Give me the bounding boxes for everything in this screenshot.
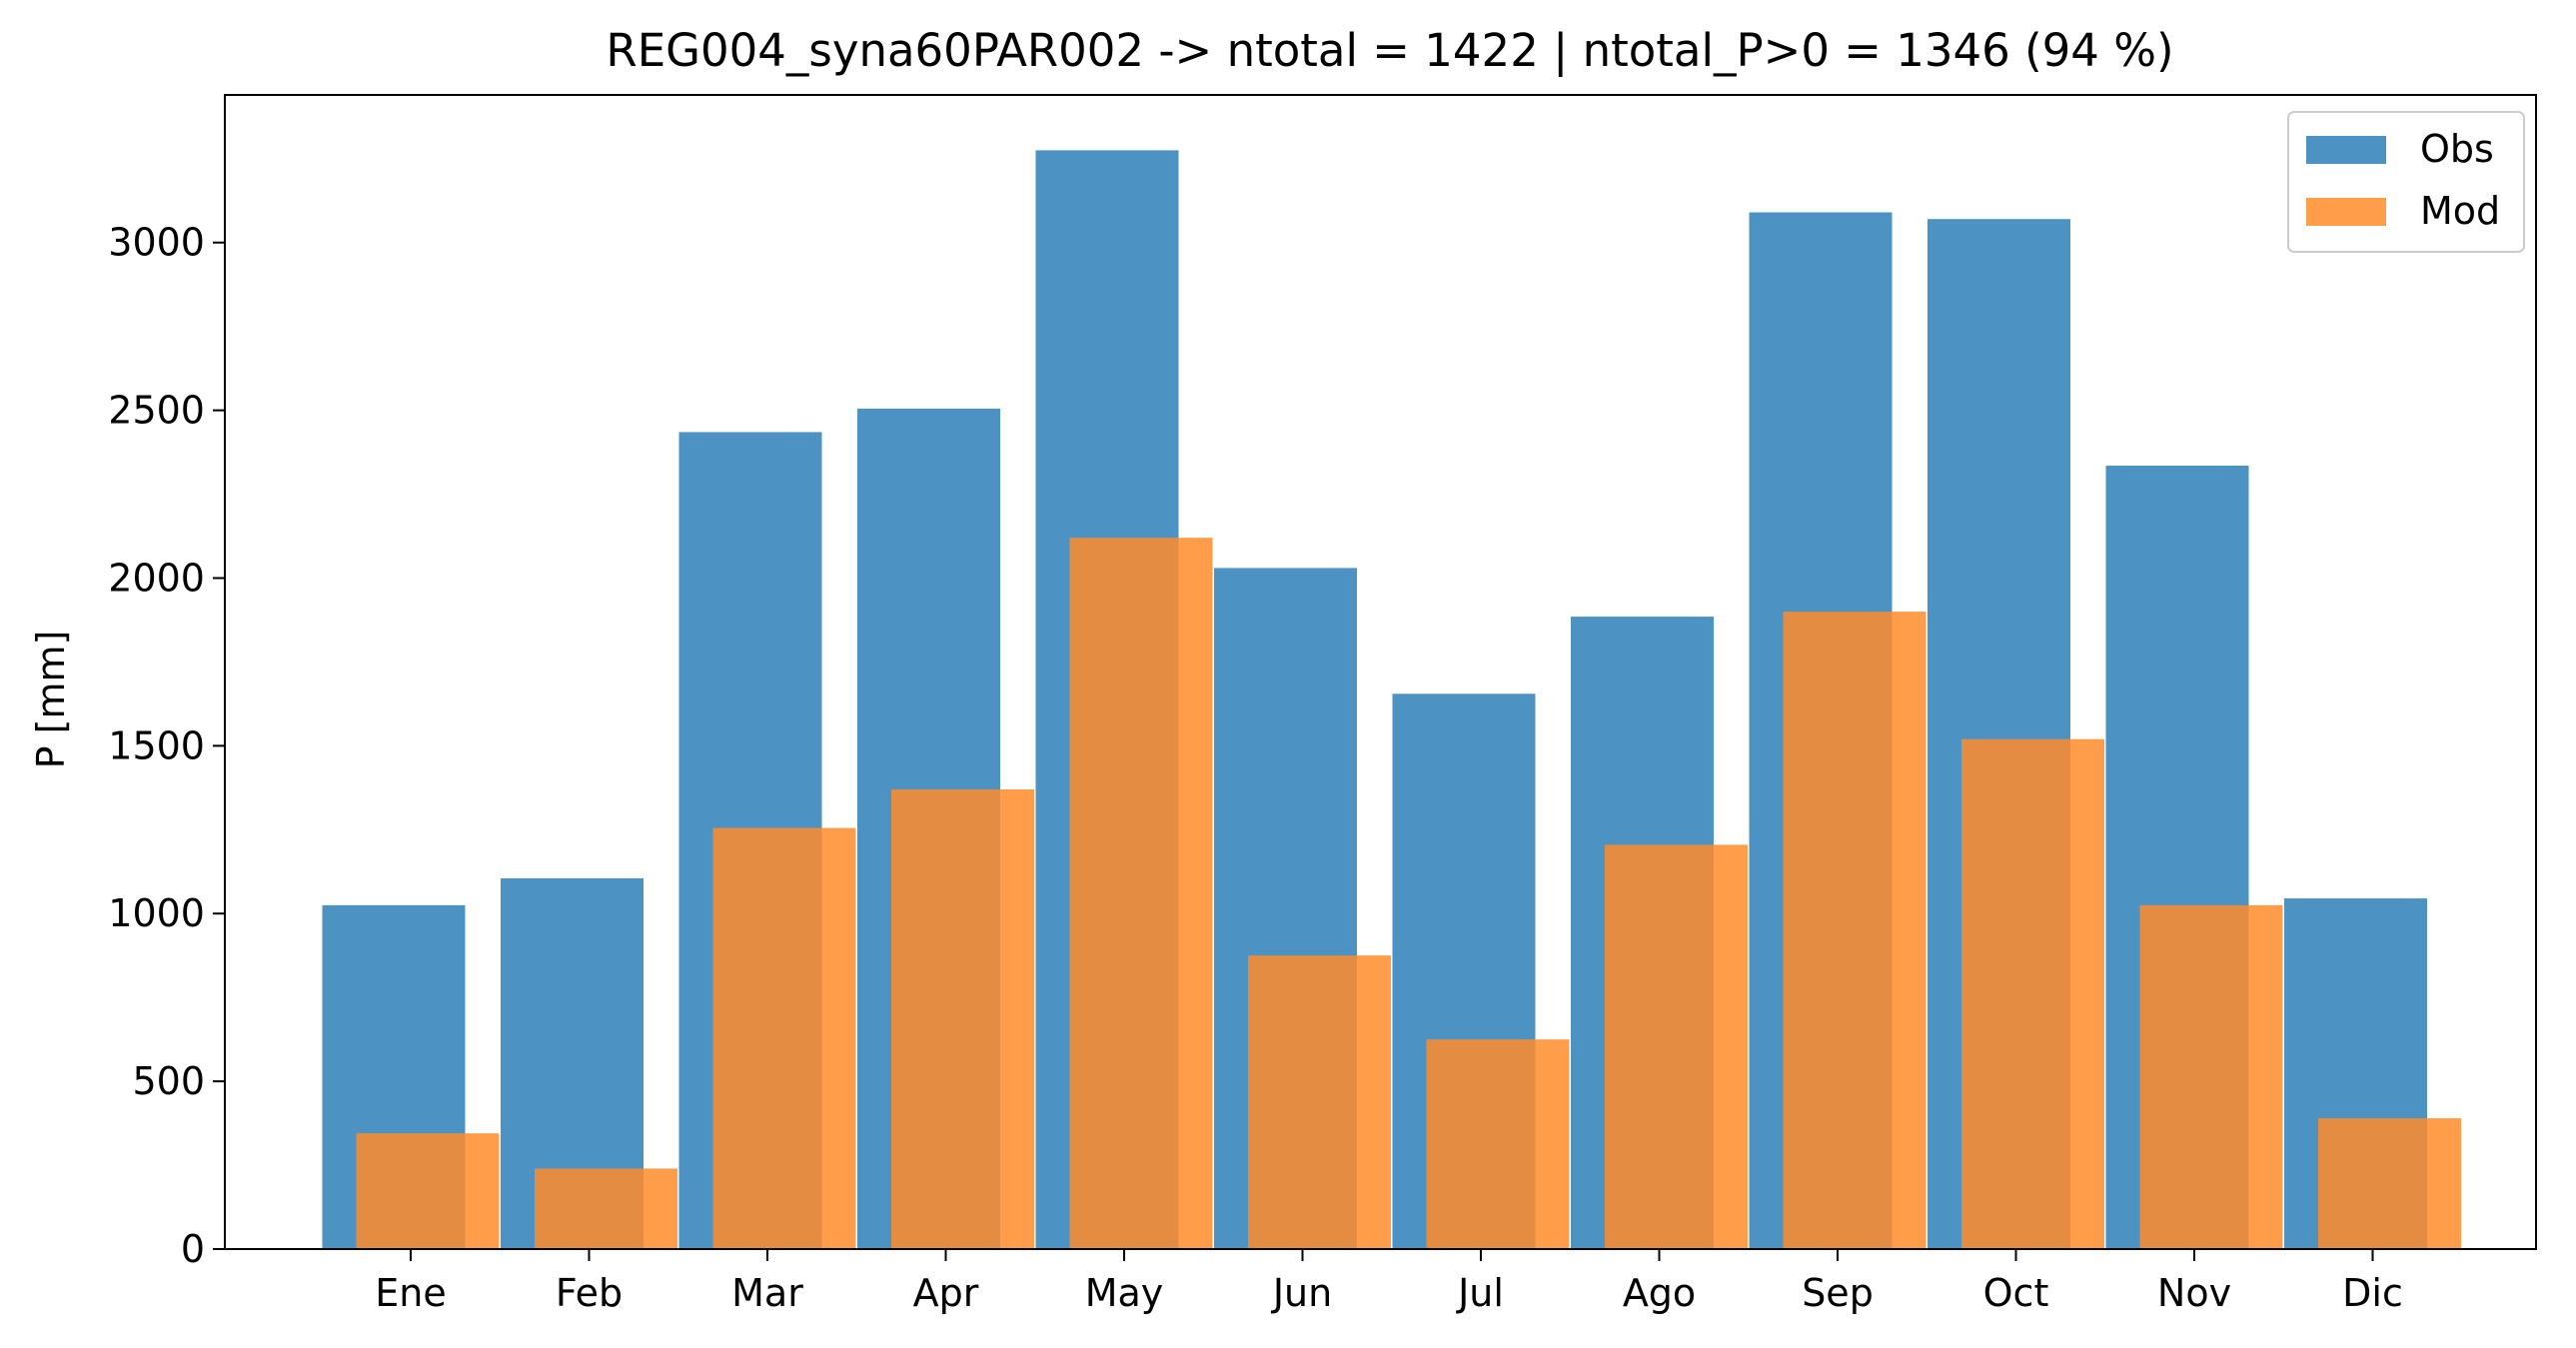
axes-frame <box>224 94 2537 1250</box>
bar-mod-dic <box>2318 1118 2461 1249</box>
y-tick-label: 1500 <box>108 723 205 767</box>
x-tick-label: Jul <box>1456 1271 1504 1315</box>
y-tick-label: 500 <box>132 1059 205 1103</box>
legend-swatch-mod <box>2306 198 2386 226</box>
chart-title: REG004_syna60PAR002 -> ntotal = 1422 | n… <box>606 24 2173 77</box>
bar-mod-sep <box>1783 612 1927 1249</box>
legend: Obs Mod <box>2287 111 2525 253</box>
x-tick-label: Feb <box>556 1271 623 1315</box>
x-tick-label: May <box>1085 1271 1164 1315</box>
y-tick-label: 3000 <box>108 221 205 265</box>
legend-swatch-obs <box>2306 136 2386 164</box>
bar-mod-mar <box>712 827 856 1249</box>
y-tick-label: 2000 <box>108 556 205 600</box>
legend-label-mod: Mod <box>2420 189 2500 233</box>
x-tick-label: Jun <box>1271 1271 1332 1315</box>
bar-mod-nov <box>2139 904 2283 1249</box>
x-tick-label: Ago <box>1623 1271 1696 1315</box>
plot-area: 0 500 1000 1500 2000 2500 3000 Ene Feb Mar Apr May J… <box>108 94 2537 1315</box>
bar-mod-jul <box>1426 1039 1570 1249</box>
bar-mod-feb <box>535 1168 677 1249</box>
x-tick-label: Dic <box>2342 1271 2403 1315</box>
bar-mod-ago <box>1605 844 1748 1249</box>
y-tick-label: 1000 <box>108 891 205 935</box>
y-tick-label: 0 <box>181 1227 205 1271</box>
series-mod-bars <box>356 538 2461 1249</box>
x-tick-label: Apr <box>913 1271 979 1315</box>
legend-label-obs: Obs <box>2420 127 2494 171</box>
x-tick-label: Oct <box>1983 1271 2049 1315</box>
bar-mod-apr <box>891 789 1034 1249</box>
bar-mod-oct <box>1961 738 2104 1249</box>
bar-mod-may <box>1069 538 1213 1249</box>
x-tick-label: Mar <box>731 1271 803 1315</box>
x-tick-label: Ene <box>375 1271 446 1315</box>
x-tick-label: Sep <box>1802 1271 1874 1315</box>
bar-mod-jun <box>1248 955 1391 1249</box>
y-axis-label: P [mm] <box>29 631 73 769</box>
bar-mod-ene <box>356 1133 500 1249</box>
x-tick-label: Nov <box>2157 1271 2231 1315</box>
y-tick-label: 2500 <box>108 389 205 433</box>
